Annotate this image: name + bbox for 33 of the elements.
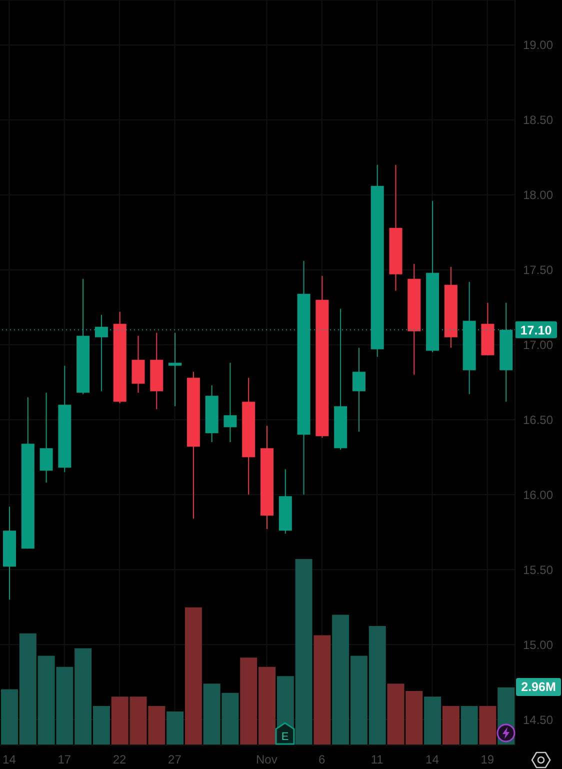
x-tick-label: 14 (426, 752, 440, 767)
y-tick-label: 19.00 (523, 38, 554, 52)
x-tick-label: Nov (256, 752, 278, 767)
candlestick (168, 332, 182, 407)
bar (166, 712, 184, 745)
bar (460, 706, 478, 745)
y-tick-label: 15.00 (523, 638, 554, 652)
x-tick-label: 6 (318, 752, 326, 767)
y-tick-label: 15.50 (523, 562, 554, 577)
ref-line-label: 17.10 (520, 323, 552, 338)
y-tick-label: 17.50 (523, 263, 554, 278)
candlestick (352, 347, 366, 432)
x-tick-label: 19 (480, 752, 494, 767)
bar (479, 706, 496, 745)
y-tick-label: 17.00 (523, 338, 554, 352)
x-tick-label: 14 (2, 752, 16, 767)
y-tick-label: 16.00 (523, 488, 554, 502)
bar (184, 607, 202, 745)
y-tick-label: 14.50 (523, 712, 554, 727)
x-tick-label: 17 (58, 752, 72, 767)
y-tick-label: 18.50 (523, 113, 554, 128)
bar (442, 706, 460, 745)
candlestick (224, 362, 237, 443)
candlestick (40, 392, 53, 484)
y-tick-label: 18.00 (523, 188, 554, 202)
x-tick-label: 22 (112, 752, 127, 767)
x-tick-label: 11 (370, 752, 384, 767)
bar (314, 635, 331, 745)
text: 2.96M (516, 678, 561, 696)
candlestick (132, 335, 145, 394)
y-tick-label: 16.50 (523, 412, 554, 427)
bar (424, 696, 442, 745)
x-tick-label: 27 (168, 752, 182, 767)
